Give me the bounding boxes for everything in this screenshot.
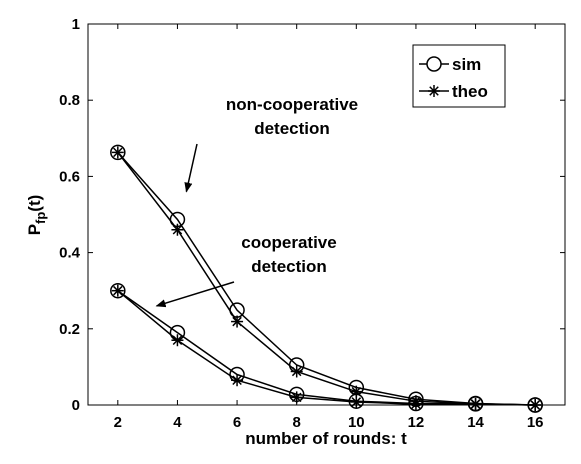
sim-point bbox=[408, 395, 424, 412]
legend: sim theo bbox=[412, 44, 506, 108]
series-line-sim bbox=[117, 151, 536, 406]
y-axis: 0 0.2 0.4 0.6 0.8 1 bbox=[59, 16, 565, 414]
theo-point bbox=[469, 398, 482, 411]
x-tick-label: 8 bbox=[293, 414, 301, 431]
sim-point bbox=[348, 393, 365, 409]
legend-sim-marker bbox=[426, 56, 442, 72]
y-tick-label: 0.2 bbox=[59, 321, 80, 338]
y-tick-label: 0 bbox=[72, 397, 80, 414]
annotation-text: detection bbox=[254, 119, 330, 138]
annotation-text: non-cooperative bbox=[226, 95, 358, 114]
theo-point bbox=[111, 284, 124, 297]
y-axis-label-main: P bbox=[25, 224, 44, 235]
x-tick-label: 2 bbox=[114, 414, 122, 431]
x-tick-label: 4 bbox=[173, 414, 182, 431]
x-tick-label: 12 bbox=[408, 414, 425, 431]
asterisk-stroke bbox=[113, 285, 123, 296]
theo-point bbox=[231, 315, 244, 328]
x-tick-label: 6 bbox=[233, 414, 241, 431]
legend-box bbox=[412, 44, 506, 108]
asterisk-stroke bbox=[411, 399, 421, 410]
theo-point bbox=[409, 398, 422, 411]
annotations: non-cooperative detection cooperative detec… bbox=[155, 95, 358, 308]
x-axis-label: number of rounds: t bbox=[245, 429, 407, 448]
y-axis-label: Pfp(t) bbox=[25, 195, 48, 236]
legend-theo-label: theo bbox=[452, 82, 488, 101]
asterisk-stroke bbox=[351, 397, 362, 407]
annotation-text: detection bbox=[251, 257, 327, 276]
sim-point bbox=[527, 397, 543, 413]
y-tick-label: 0.6 bbox=[59, 168, 80, 185]
theo-point bbox=[529, 399, 542, 411]
asterisk-stroke bbox=[232, 316, 242, 327]
annotation-text: cooperative bbox=[241, 233, 336, 252]
theo-point bbox=[231, 374, 244, 387]
annotation-arrow bbox=[184, 143, 198, 193]
annotation-arrow bbox=[155, 281, 235, 308]
asterisk-stroke bbox=[113, 147, 123, 158]
asterisk-stroke bbox=[470, 399, 481, 410]
y-axis-label-suffix: (t) bbox=[25, 195, 44, 212]
legend-sim-label: sim bbox=[452, 55, 481, 74]
asterisk-stroke bbox=[172, 224, 183, 235]
series-line-sim bbox=[117, 290, 536, 406]
x-tick-label: 10 bbox=[348, 414, 365, 431]
sim-point bbox=[467, 396, 484, 412]
theo-point bbox=[350, 395, 363, 408]
asterisk-stroke bbox=[429, 86, 439, 96]
sim-point bbox=[110, 282, 126, 299]
y-tick-label: 0.4 bbox=[59, 245, 81, 262]
plot-frame bbox=[87, 23, 566, 406]
theo-point bbox=[290, 391, 303, 404]
sim-point bbox=[110, 144, 126, 161]
series-line-theo bbox=[117, 151, 536, 406]
legend-asterisk bbox=[428, 85, 440, 97]
series-layer bbox=[110, 144, 543, 413]
x-tick-label: 16 bbox=[527, 414, 544, 431]
series-line-theo bbox=[117, 290, 536, 406]
theo-point bbox=[171, 334, 184, 347]
asterisk-stroke bbox=[172, 335, 183, 346]
y-tick-label: 0.8 bbox=[59, 92, 80, 109]
theo-point bbox=[171, 223, 184, 236]
asterisk-stroke bbox=[232, 375, 242, 386]
legend-theo-marker bbox=[428, 85, 440, 97]
asterisk-stroke bbox=[291, 392, 302, 403]
theo-point bbox=[290, 365, 303, 378]
y-tick-label: 1 bbox=[72, 16, 80, 33]
asterisk-stroke bbox=[530, 400, 540, 410]
y-axis-label-sub: fp bbox=[33, 212, 48, 224]
theo-point bbox=[111, 146, 124, 159]
x-axis: 2 4 6 8 10 12 14 16 bbox=[114, 24, 544, 431]
asterisk-stroke bbox=[291, 366, 302, 377]
x-tick-label: 14 bbox=[467, 414, 484, 431]
